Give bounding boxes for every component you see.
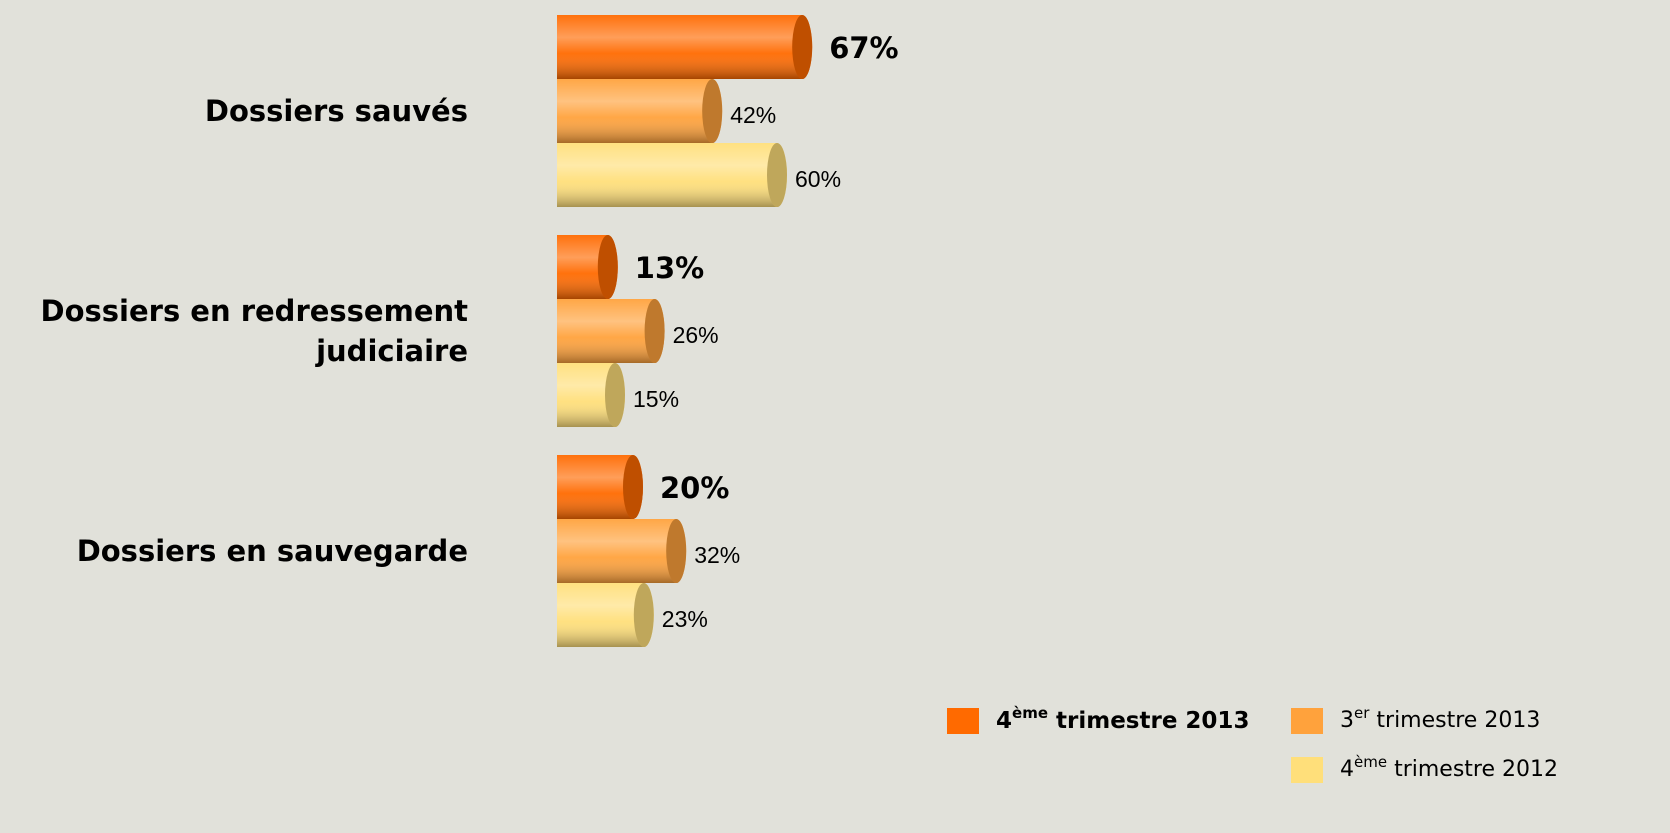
bar-shade (557, 583, 654, 647)
bar-shade (557, 519, 687, 583)
bar-shade (557, 15, 813, 79)
bar-cap-shade (633, 583, 654, 647)
legend-label: 3er trimestre 2013 (1340, 704, 1540, 734)
bar-cap-shade (702, 79, 723, 143)
value-label: 20% (660, 471, 729, 505)
bar-cap-shade (623, 455, 643, 519)
legend-swatch (1291, 757, 1323, 783)
category-label: Dossiers sauvés (204, 94, 468, 128)
bar-cap-shade (644, 299, 665, 363)
legend-swatch (1291, 708, 1323, 734)
bar-shade (557, 299, 665, 363)
bar-cap (792, 15, 813, 79)
category-label: Dossiers en sauvegarde (76, 534, 468, 568)
bar-cap-shade (767, 143, 787, 207)
bar-cap (633, 583, 654, 647)
bar-cap (644, 299, 665, 363)
value-label: 23% (662, 606, 708, 632)
bar-shade (557, 455, 643, 519)
value-label: 15% (633, 386, 679, 412)
value-label: 26% (673, 322, 719, 348)
bar-cap (702, 79, 723, 143)
bar-shade (557, 143, 787, 207)
bar-cap-shade (597, 235, 618, 299)
value-label: 32% (694, 542, 740, 568)
category-label: Dossiers en redressement judiciaire (40, 294, 468, 368)
legend-swatch (947, 708, 979, 734)
bar-cap (767, 143, 787, 207)
value-label: 60% (795, 166, 841, 192)
bar-cap (597, 235, 618, 299)
bar-cap (605, 363, 625, 427)
bar-cap-shade (666, 519, 687, 583)
value-label: 67% (829, 31, 898, 65)
legend-label: 4ème trimestre 2012 (1340, 753, 1558, 783)
bar-shade (557, 79, 723, 143)
bar-cap (623, 455, 643, 519)
legend-label: 4ème trimestre 2013 (996, 704, 1249, 734)
value-label: 13% (635, 251, 704, 285)
value-label: 42% (730, 102, 776, 128)
bar-cap (666, 519, 687, 583)
bar-cap-shade (605, 363, 625, 427)
bar-cap-shade (792, 15, 813, 79)
